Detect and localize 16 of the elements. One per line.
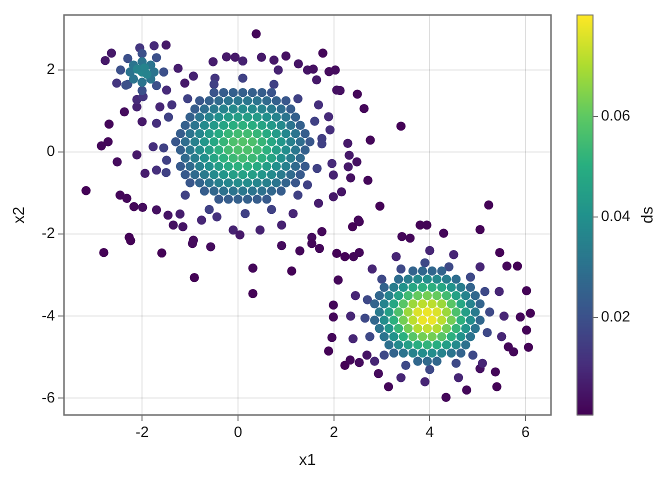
x-tick-label: 6 <box>521 424 530 442</box>
y-tick-label: 0 <box>46 143 55 160</box>
x-tick-label: -2 <box>135 424 149 442</box>
x-tick-label: 0 <box>234 424 242 442</box>
x-tick-label: 4 <box>426 424 434 442</box>
color-bar-label: 0.04 <box>601 208 630 226</box>
color-bar-label: 0.02 <box>601 308 630 326</box>
color-bar-label: 0.06 <box>601 108 630 125</box>
y-tick-label: 2 <box>46 61 55 78</box>
y-tick-label: -6 <box>42 389 55 406</box>
x-tick-label: 2 <box>330 424 338 442</box>
color-bar-title: ds <box>639 206 656 224</box>
y-tick-label: -2 <box>42 225 55 242</box>
y-axis-title: x2 <box>11 206 28 224</box>
x-axis-title: x1 <box>299 452 316 469</box>
y-tick-label: -4 <box>42 307 55 324</box>
